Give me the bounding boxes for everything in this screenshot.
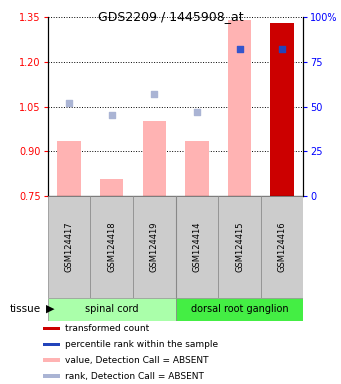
- Text: tissue: tissue: [10, 304, 41, 314]
- Point: [66, 100, 72, 106]
- Bar: [218, 196, 261, 298]
- Text: GSM124414: GSM124414: [192, 222, 202, 272]
- Text: GSM124419: GSM124419: [150, 222, 159, 272]
- Bar: [270, 23, 294, 196]
- Bar: [176, 196, 218, 298]
- Bar: [176, 298, 303, 321]
- Bar: [48, 196, 90, 298]
- Bar: [133, 196, 176, 298]
- Text: GSM124418: GSM124418: [107, 222, 116, 272]
- Bar: [43, 343, 60, 346]
- Point: [194, 109, 200, 115]
- Point: [237, 46, 242, 53]
- Text: spinal cord: spinal cord: [85, 304, 138, 314]
- Point: [280, 46, 285, 53]
- Text: dorsal root ganglion: dorsal root ganglion: [191, 304, 288, 314]
- Text: GSM124415: GSM124415: [235, 222, 244, 272]
- Bar: [143, 121, 166, 196]
- Text: GSM124416: GSM124416: [278, 222, 287, 272]
- Text: rank, Detection Call = ABSENT: rank, Detection Call = ABSENT: [65, 372, 204, 381]
- Text: value, Detection Call = ABSENT: value, Detection Call = ABSENT: [65, 356, 209, 365]
- Bar: [43, 327, 60, 330]
- Bar: [100, 179, 123, 196]
- Text: percentile rank within the sample: percentile rank within the sample: [65, 340, 218, 349]
- Point: [151, 91, 157, 97]
- Point: [109, 113, 115, 119]
- Bar: [228, 20, 251, 196]
- Bar: [43, 359, 60, 362]
- Bar: [57, 141, 81, 196]
- Bar: [185, 141, 209, 196]
- Text: GDS2209 / 1445908_at: GDS2209 / 1445908_at: [98, 10, 243, 23]
- Text: ▶: ▶: [46, 304, 55, 314]
- Text: GSM124417: GSM124417: [64, 222, 74, 272]
- Bar: [48, 298, 176, 321]
- Bar: [90, 196, 133, 298]
- Text: transformed count: transformed count: [65, 324, 149, 333]
- Bar: [261, 196, 303, 298]
- Bar: [43, 374, 60, 378]
